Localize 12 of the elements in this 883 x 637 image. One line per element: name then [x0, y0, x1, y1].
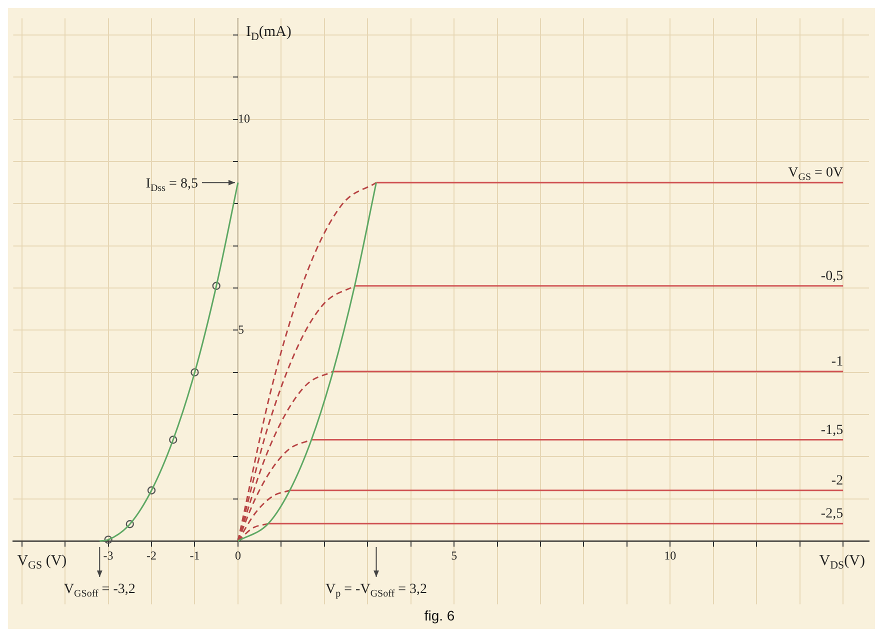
x-tick-label: -3 — [103, 548, 114, 562]
x-tick-label: 10 — [664, 548, 676, 562]
series-label: -1 — [831, 354, 844, 370]
x-tick-label: 5 — [451, 548, 458, 562]
x-tick-label: -2 — [146, 548, 157, 562]
series-label: -0,5 — [820, 268, 844, 284]
x-tick-label: -1 — [190, 548, 200, 562]
x-tick-label: 0 — [234, 548, 241, 562]
text: fig. 6 — [424, 607, 455, 624]
series-label: -1,5 — [820, 422, 844, 438]
series-label: -2 — [831, 473, 844, 488]
series-label: -2,5 — [820, 506, 844, 522]
